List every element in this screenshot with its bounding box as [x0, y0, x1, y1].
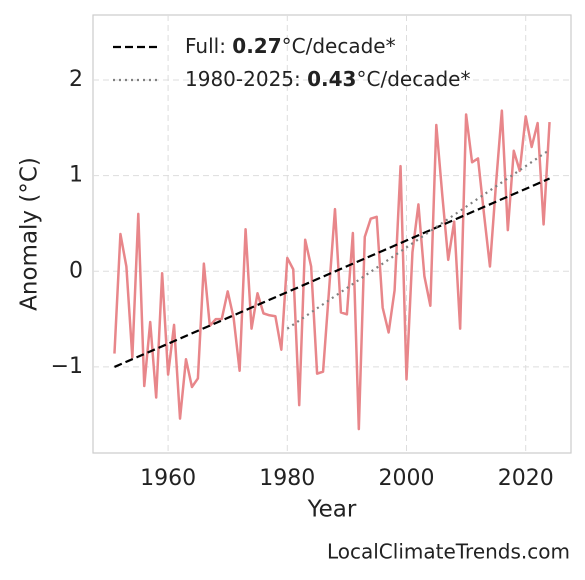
x-tick-label: 1960 [140, 466, 196, 491]
data-line [113, 109, 551, 431]
y-tick-label: 2 [69, 67, 83, 92]
trend-line [114, 177, 550, 368]
trend-line [286, 148, 551, 330]
y-tick-label: 0 [69, 258, 83, 283]
legend-unit: °C/decade* [282, 34, 396, 58]
legend-slope: 0.27 [232, 34, 281, 58]
x-axis-label: Year [307, 497, 357, 523]
legend-name: 1980-2025: [185, 67, 301, 91]
x-tick-label: 1980 [259, 466, 315, 491]
x-tick-label: 2020 [498, 466, 554, 491]
legend-name: Full: [185, 34, 226, 58]
legend-entry: Full: 0.27°C/decade* [113, 34, 396, 58]
legend-unit: °C/decade* [356, 67, 470, 91]
y-tick-label: −1 [51, 354, 83, 379]
x-tick-label: 2000 [379, 466, 435, 491]
y-axis-label: Anomaly (°C) [17, 157, 43, 311]
legend-label: Full: 0.27°C/decade* [185, 34, 396, 58]
legend-entry: 1980-2025: 0.43°C/decade* [113, 67, 470, 91]
source: LocalClimateTrends.com [327, 540, 570, 564]
legend-label: 1980-2025: 0.43°C/decade* [185, 67, 470, 91]
y-tick-label: 1 [69, 163, 83, 188]
legend-slope: 0.43 [307, 67, 356, 91]
